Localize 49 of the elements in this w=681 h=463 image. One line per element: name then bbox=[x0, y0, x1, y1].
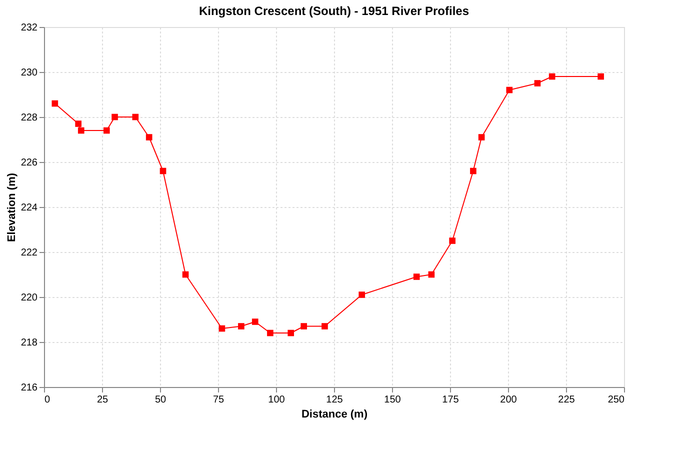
point bbox=[160, 168, 166, 174]
point bbox=[428, 271, 435, 278]
y-tick-label: 216 bbox=[20, 382, 38, 394]
point bbox=[358, 292, 366, 298]
point bbox=[182, 271, 189, 278]
point bbox=[78, 127, 84, 134]
y-tick-label: 228 bbox=[20, 112, 38, 124]
x-tick-label: 250 bbox=[608, 394, 625, 406]
x-axis-title: Distance (m) bbox=[301, 408, 368, 420]
point bbox=[478, 134, 485, 140]
point bbox=[252, 318, 258, 325]
x-tick-label: 225 bbox=[558, 394, 576, 406]
x-tick-label: 0 bbox=[44, 394, 50, 406]
x-tick-label: 100 bbox=[268, 394, 286, 406]
point bbox=[300, 323, 308, 330]
chart-title: Kingston Crescent (South) - 1951 River Profiles bbox=[198, 4, 470, 18]
x-tick-label: 125 bbox=[326, 394, 344, 406]
y-tick-label: 218 bbox=[20, 338, 38, 348]
x-tick-label: 150 bbox=[384, 394, 402, 406]
x-tick-label: 50 bbox=[154, 394, 166, 406]
y-tick-label: 232 bbox=[20, 22, 38, 34]
x-tick-label: 25 bbox=[96, 394, 108, 406]
point bbox=[548, 73, 556, 80]
y-tick-label: 220 bbox=[20, 292, 38, 304]
point bbox=[238, 323, 244, 330]
y-tick-label: 222 bbox=[20, 248, 38, 258]
point bbox=[506, 86, 513, 94]
x-tick-label: 200 bbox=[500, 394, 518, 406]
x-tick-label: 75 bbox=[212, 394, 224, 406]
point bbox=[322, 323, 328, 330]
point bbox=[103, 127, 110, 134]
point bbox=[449, 238, 456, 244]
point bbox=[75, 120, 82, 127]
y-tick-label: 226 bbox=[20, 158, 38, 168]
point bbox=[288, 330, 294, 336]
point bbox=[52, 100, 58, 107]
point bbox=[132, 114, 139, 120]
point bbox=[267, 330, 274, 336]
point bbox=[218, 325, 226, 332]
point bbox=[146, 134, 152, 140]
y-tick-label: 224 bbox=[20, 202, 38, 214]
point bbox=[470, 168, 476, 174]
point bbox=[534, 80, 541, 86]
point bbox=[413, 274, 420, 280]
point bbox=[112, 114, 118, 120]
y-axis-title: Elevation (m) bbox=[6, 172, 18, 242]
point bbox=[598, 73, 604, 80]
x-tick-label: 175 bbox=[442, 394, 460, 406]
y-tick-label: 230 bbox=[20, 68, 38, 78]
